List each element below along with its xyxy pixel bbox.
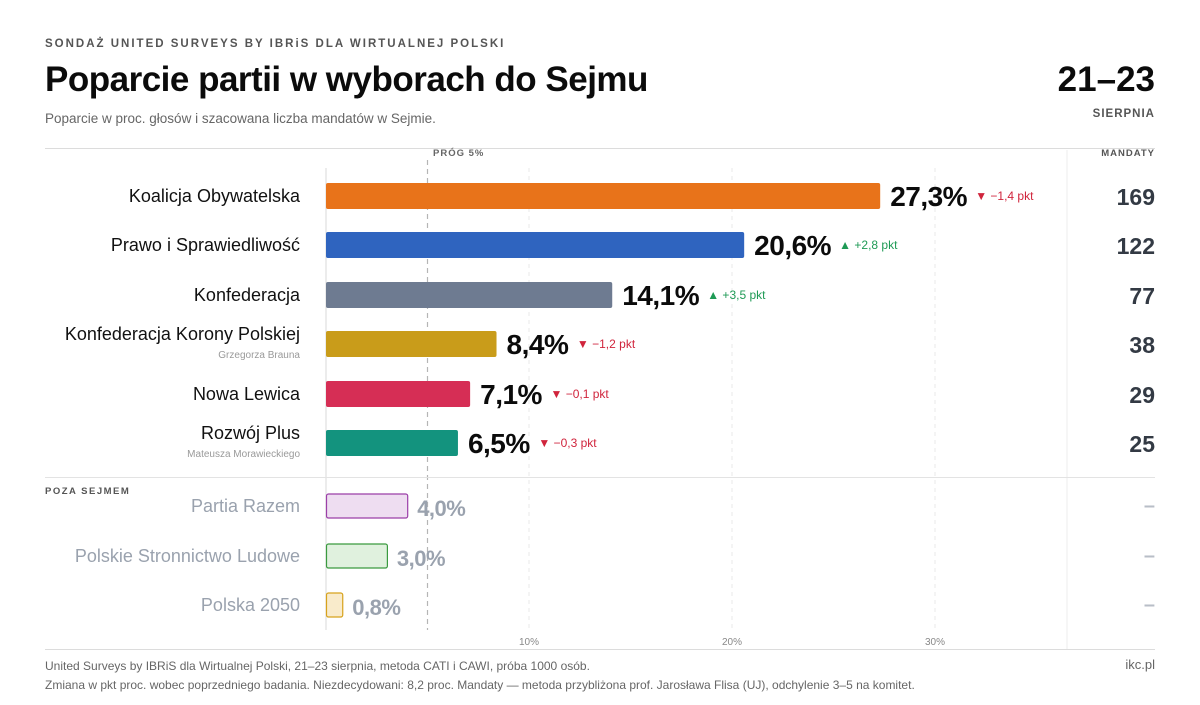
value-label: 0,8%: [352, 595, 400, 620]
seats-value: 169: [1117, 184, 1155, 210]
party-name: Prawo i Sprawiedliwość: [111, 235, 300, 255]
party-name: Konfederacja Korony Polskiej: [65, 324, 300, 344]
party-name: Partia Razem: [191, 496, 300, 516]
source-label: ikc.pl: [1125, 657, 1155, 672]
date-range: 21–23: [1057, 60, 1155, 99]
page-title: Poparcie partii w wyborach do Sejmu: [45, 60, 648, 99]
page-subtitle: Poparcie w proc. głosów i szacowana licz…: [45, 111, 436, 126]
change-label: ▼ −0,1 pkt: [551, 387, 610, 401]
x-tick-label: 20%: [722, 637, 742, 648]
outside-sejm-label: POZA SEJMEM: [45, 486, 131, 497]
kicker: SONDAŻ UNITED SURVEYS BY IBRiS DLA WIRTU…: [45, 38, 506, 50]
value-label: 14,1%: [622, 280, 699, 311]
seats-value: 77: [1129, 283, 1155, 309]
seats-value: –: [1144, 594, 1155, 616]
party-name: Koalicja Obywatelska: [129, 186, 301, 206]
date-month: SIERPNIA: [1092, 108, 1155, 120]
bar: [325, 543, 389, 569]
top-divider: [45, 148, 1155, 149]
seats-value: –: [1144, 495, 1155, 517]
bar: [326, 232, 745, 258]
bar: [326, 331, 497, 357]
seats-value: –: [1144, 545, 1155, 567]
value-label: 8,4%: [507, 329, 569, 360]
seats-value: 25: [1129, 431, 1155, 457]
bar: [326, 430, 458, 456]
party-name: Polskie Stronnictwo Ludowe: [75, 546, 300, 566]
bar: [326, 381, 471, 407]
value-label: 4,0%: [417, 496, 465, 521]
party-subname: Grzegorza Brauna: [218, 350, 300, 361]
change-label: ▼ −1,4 pkt: [975, 189, 1034, 203]
bar: [325, 592, 344, 618]
seats-value: 29: [1129, 382, 1155, 408]
value-label: 27,3%: [890, 181, 967, 212]
outside-sejm-divider: [45, 477, 1155, 478]
change-label: ▲ +2,8 pkt: [839, 238, 898, 252]
bottom-divider: [45, 649, 1155, 650]
value-label: 7,1%: [480, 379, 542, 410]
seats-value: 122: [1117, 233, 1155, 259]
party-subname: Mateusza Morawieckiego: [187, 449, 300, 460]
threshold-label: PRÓG 5%: [433, 148, 485, 159]
value-label: 6,5%: [468, 428, 530, 459]
party-name: Rozwój Plus: [201, 423, 300, 443]
x-tick-label: 10%: [519, 637, 539, 648]
x-tick-label: 30%: [925, 637, 945, 648]
seats-value: 38: [1129, 332, 1155, 358]
seats-column-header: MANDATY: [1101, 148, 1155, 159]
party-name: Polska 2050: [201, 595, 300, 615]
value-label: 20,6%: [754, 230, 831, 261]
party-name: Konfederacja: [194, 285, 301, 305]
change-label: ▲ +3,5 pkt: [707, 288, 766, 302]
change-label: ▼ −0,3 pkt: [538, 436, 597, 450]
party-name: Nowa Lewica: [193, 384, 301, 404]
footer-seats-note: Zmiana w pkt proc. wobec poprzedniego ba…: [45, 678, 915, 692]
value-label: 3,0%: [397, 546, 445, 571]
bar: [326, 183, 881, 209]
footer-method-note: United Surveys by IBRiS dla Wirtualnej P…: [45, 659, 590, 673]
change-label: ▼ −1,2 pkt: [577, 337, 636, 351]
bar: [326, 282, 613, 308]
bar: [325, 493, 409, 519]
